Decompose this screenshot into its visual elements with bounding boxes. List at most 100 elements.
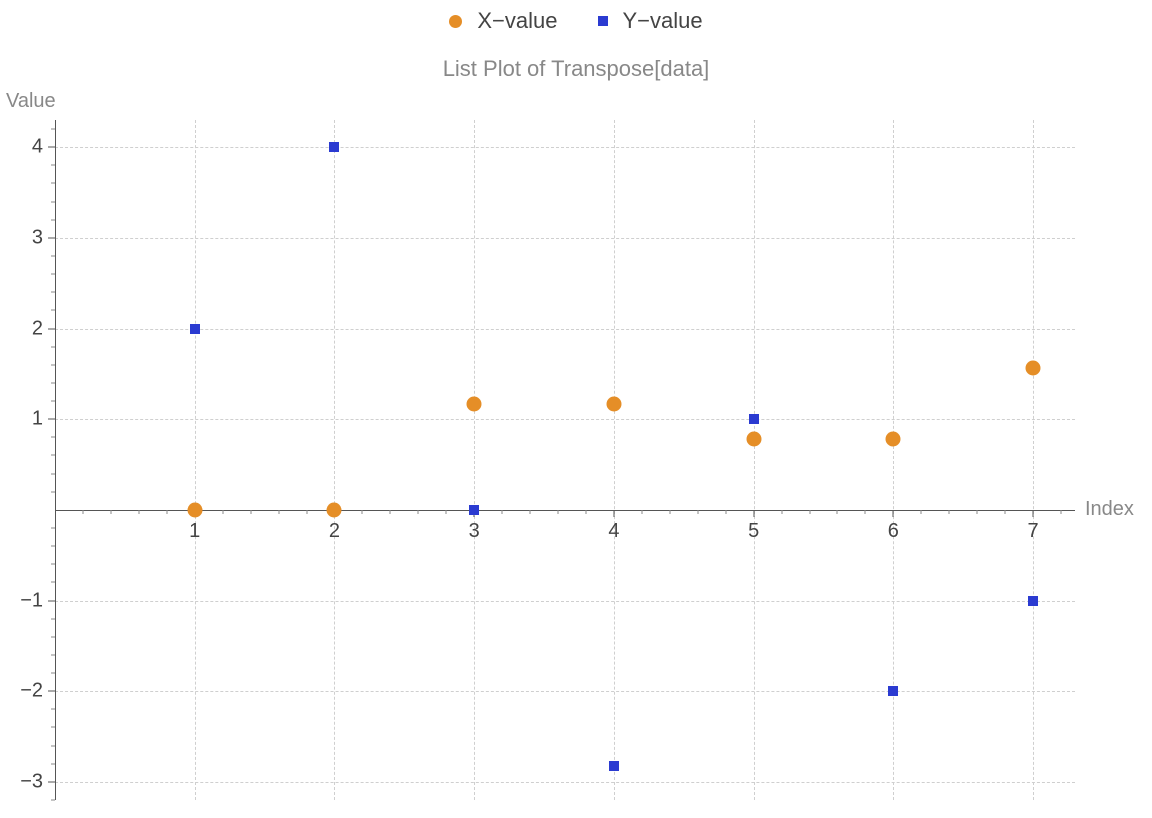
y-tick-minor: [51, 473, 55, 474]
gridline-horizontal: [55, 419, 1075, 420]
y-tick-label: 2: [32, 317, 43, 340]
legend-label-x: X−value: [477, 8, 557, 34]
square-icon: [598, 16, 608, 26]
y-tick-minor: [51, 745, 55, 746]
data-point-square: [469, 505, 479, 515]
data-point-square: [1028, 596, 1038, 606]
x-tick-minor: [697, 510, 698, 514]
y-tick-minor: [51, 382, 55, 383]
y-tick-minor: [51, 636, 55, 637]
x-tick-minor: [278, 510, 279, 514]
data-point-square: [749, 414, 759, 424]
x-tick-minor: [82, 510, 83, 514]
y-tick-minor: [51, 528, 55, 529]
y-tick-minor: [51, 292, 55, 293]
x-tick-minor: [110, 510, 111, 514]
x-tick-minor: [502, 510, 503, 514]
x-tick: [753, 510, 754, 517]
y-tick-minor: [51, 437, 55, 438]
y-tick-minor: [51, 564, 55, 565]
y-tick: [48, 691, 55, 692]
y-tick-label: 1: [32, 408, 43, 431]
y-tick-minor: [51, 274, 55, 275]
y-tick-minor: [51, 455, 55, 456]
gridline-horizontal: [55, 691, 1075, 692]
y-tick: [48, 328, 55, 329]
x-tick-minor: [306, 510, 307, 514]
x-tick-minor: [362, 510, 363, 514]
y-tick-minor: [51, 310, 55, 311]
x-tick-minor: [921, 510, 922, 514]
y-tick-minor: [51, 727, 55, 728]
y-tick-minor: [51, 401, 55, 402]
data-point-circle: [187, 502, 202, 517]
y-tick-minor: [51, 129, 55, 130]
y-tick: [48, 237, 55, 238]
y-tick-minor: [51, 256, 55, 257]
y-tick-label: 3: [32, 226, 43, 249]
x-tick-minor: [166, 510, 167, 514]
x-tick-minor: [138, 510, 139, 514]
data-point-circle: [886, 432, 901, 447]
x-tick-minor: [558, 510, 559, 514]
legend-label-y: Y−value: [623, 8, 703, 34]
y-tick-minor: [51, 654, 55, 655]
x-tick-minor: [585, 510, 586, 514]
x-tick-label: 3: [469, 520, 480, 543]
x-tick-minor: [446, 510, 447, 514]
x-tick: [613, 510, 614, 517]
data-point-circle: [467, 396, 482, 411]
data-point-square: [609, 761, 619, 771]
data-point-circle: [606, 396, 621, 411]
y-tick-label: −3: [20, 770, 43, 793]
y-tick-minor: [51, 582, 55, 583]
x-tick-label: 6: [888, 520, 899, 543]
y-tick: [48, 781, 55, 782]
y-axis-line: [55, 120, 56, 800]
x-tick-label: 4: [608, 520, 619, 543]
plot-area: 1234567−3−2−11234: [55, 120, 1075, 800]
x-tick-minor: [977, 510, 978, 514]
x-tick-label: 2: [329, 520, 340, 543]
x-tick: [893, 510, 894, 517]
y-tick-minor: [51, 673, 55, 674]
y-tick-minor: [51, 219, 55, 220]
gridline-vertical: [614, 120, 615, 800]
x-tick-minor: [390, 510, 391, 514]
y-tick-minor: [51, 183, 55, 184]
x-tick-minor: [418, 510, 419, 514]
y-tick: [48, 147, 55, 148]
x-tick-label: 1: [189, 520, 200, 543]
y-tick-minor: [51, 346, 55, 347]
gridline-vertical: [195, 120, 196, 800]
y-tick-minor: [51, 709, 55, 710]
x-tick-minor: [530, 510, 531, 514]
x-tick: [1033, 510, 1034, 517]
y-tick-minor: [51, 491, 55, 492]
x-tick-minor: [1005, 510, 1006, 514]
data-point-square: [190, 324, 200, 334]
data-point-square: [888, 686, 898, 696]
x-tick-minor: [250, 510, 251, 514]
data-point-circle: [327, 502, 342, 517]
x-tick-minor: [865, 510, 866, 514]
x-tick-minor: [725, 510, 726, 514]
y-tick-minor: [51, 201, 55, 202]
y-tick: [48, 419, 55, 420]
gridline-horizontal: [55, 601, 1075, 602]
y-tick-minor: [51, 364, 55, 365]
y-axis-label: Value: [6, 90, 56, 113]
x-axis-label: Index: [1085, 498, 1134, 521]
gridline-horizontal: [55, 329, 1075, 330]
y-tick-minor: [51, 618, 55, 619]
x-tick-minor: [1061, 510, 1062, 514]
y-tick-minor: [51, 800, 55, 801]
x-tick-minor: [781, 510, 782, 514]
y-tick-label: −2: [20, 680, 43, 703]
gridline-horizontal: [55, 238, 1075, 239]
x-tick-label: 5: [748, 520, 759, 543]
gridline-vertical: [1033, 120, 1034, 800]
chart-title: List Plot of Transpose[data]: [0, 56, 1152, 82]
legend-item-x: X−value: [449, 8, 557, 34]
gridline-vertical: [474, 120, 475, 800]
